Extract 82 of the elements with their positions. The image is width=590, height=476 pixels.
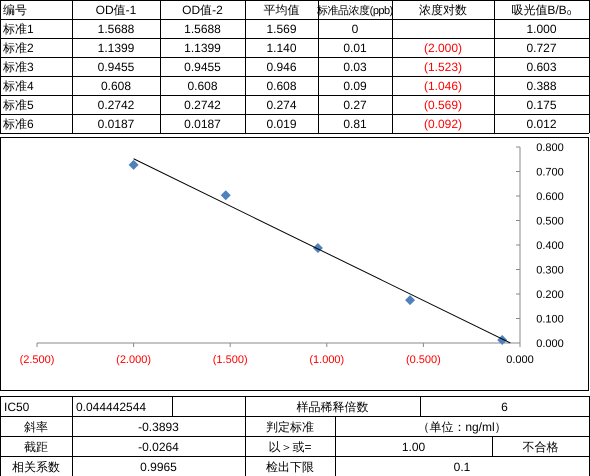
- y-tick-label: 0.700: [536, 166, 564, 178]
- text: 相关系数: [12, 460, 60, 474]
- text: 0.9455: [184, 60, 222, 74]
- text: (1.046): [424, 79, 462, 93]
- point: [220, 190, 231, 200]
- point: [405, 295, 416, 306]
- text: 0: [352, 22, 359, 36]
- text: 标准6: [2, 117, 34, 131]
- text: 0.03: [343, 60, 367, 74]
- text: 标准1: [2, 22, 34, 36]
- x-tick-label: (2.500): [20, 354, 54, 366]
- text: 0.1: [454, 460, 471, 474]
- text: 标准3: [2, 60, 34, 74]
- text: 截距: [24, 440, 48, 454]
- text: -0.3893: [138, 420, 180, 434]
- text: (0.092): [424, 117, 462, 131]
- text: OD值-1: [96, 3, 137, 17]
- text: 0.81: [343, 117, 367, 131]
- text: 0.603: [526, 60, 557, 74]
- text: 标准5: [2, 98, 34, 112]
- text: （单位：ng/ml）: [417, 420, 507, 434]
- text: 0.0187: [184, 117, 222, 131]
- text: 0.608: [187, 79, 218, 93]
- point: [128, 160, 139, 170]
- text: 判定标准: [266, 420, 314, 434]
- text: (2.000): [424, 41, 462, 55]
- x-tick-label: 0.000: [506, 354, 534, 366]
- text: 0.388: [526, 79, 557, 93]
- text: 斜率: [24, 420, 48, 434]
- text: 1.140: [266, 41, 297, 55]
- text: 0.274: [266, 98, 297, 112]
- text: -0.0264: [138, 440, 180, 454]
- text: 6: [501, 400, 508, 414]
- text: 标准2: [2, 41, 34, 55]
- y-tick-label: 0.000: [536, 338, 564, 350]
- text: 吸光值B/B₀: [511, 3, 572, 17]
- text: 1.569: [266, 22, 297, 36]
- text: 0.9455: [98, 60, 135, 74]
- text: 平均值: [264, 3, 300, 17]
- text: 0.044442544: [76, 400, 146, 414]
- text: 0.27: [343, 98, 367, 112]
- text: 0.608: [266, 79, 297, 93]
- text: 0.01: [343, 41, 367, 55]
- text: 1.5688: [98, 22, 135, 36]
- text: OD值-2: [182, 3, 224, 17]
- y-tick-label: 0.200: [536, 289, 564, 301]
- text: 不合格: [522, 440, 558, 454]
- text: 0.2742: [98, 98, 135, 112]
- y-tick-label: 0.600: [536, 191, 564, 203]
- text: 编号: [3, 3, 27, 17]
- x-tick-label: (0.500): [406, 354, 441, 366]
- text: 0.012: [526, 117, 557, 131]
- text: 0.175: [526, 98, 557, 112]
- text: 以＞或=: [268, 440, 312, 454]
- text: IC50: [4, 400, 30, 414]
- y-tick-label: 0.500: [536, 216, 564, 228]
- text: 1.00: [402, 440, 426, 454]
- x-tick-label: (2.000): [116, 354, 152, 366]
- text: 检出下限: [266, 460, 314, 474]
- text: 浓度对数: [419, 3, 467, 17]
- text: 标准4: [2, 79, 34, 93]
- y-tick-label: 0.300: [536, 264, 564, 276]
- text: (1.523): [424, 60, 462, 74]
- text: 0.09: [343, 79, 367, 93]
- text: 0.0187: [98, 117, 135, 131]
- y-tick-label: 0.100: [536, 314, 564, 326]
- y-tick-label: 0.800: [536, 142, 564, 154]
- text: 样品稀释倍数: [296, 400, 368, 414]
- x-tick-label: (1.000): [309, 354, 344, 366]
- text: 0.727: [526, 41, 557, 55]
- text: 1.000: [526, 22, 557, 36]
- text: 0.946: [266, 60, 297, 74]
- text: 0.608: [100, 79, 132, 93]
- text: 0.019: [266, 117, 297, 131]
- y-tick-label: 0.400: [536, 240, 564, 252]
- text: 0.9965: [140, 460, 178, 474]
- x-tick-label: (1.500): [212, 354, 248, 366]
- text: 1.1399: [98, 41, 135, 55]
- text: (0.569): [424, 98, 462, 112]
- text: 1.5688: [184, 22, 222, 36]
- text: 1.1399: [184, 41, 222, 55]
- text: 0.2742: [184, 98, 222, 112]
